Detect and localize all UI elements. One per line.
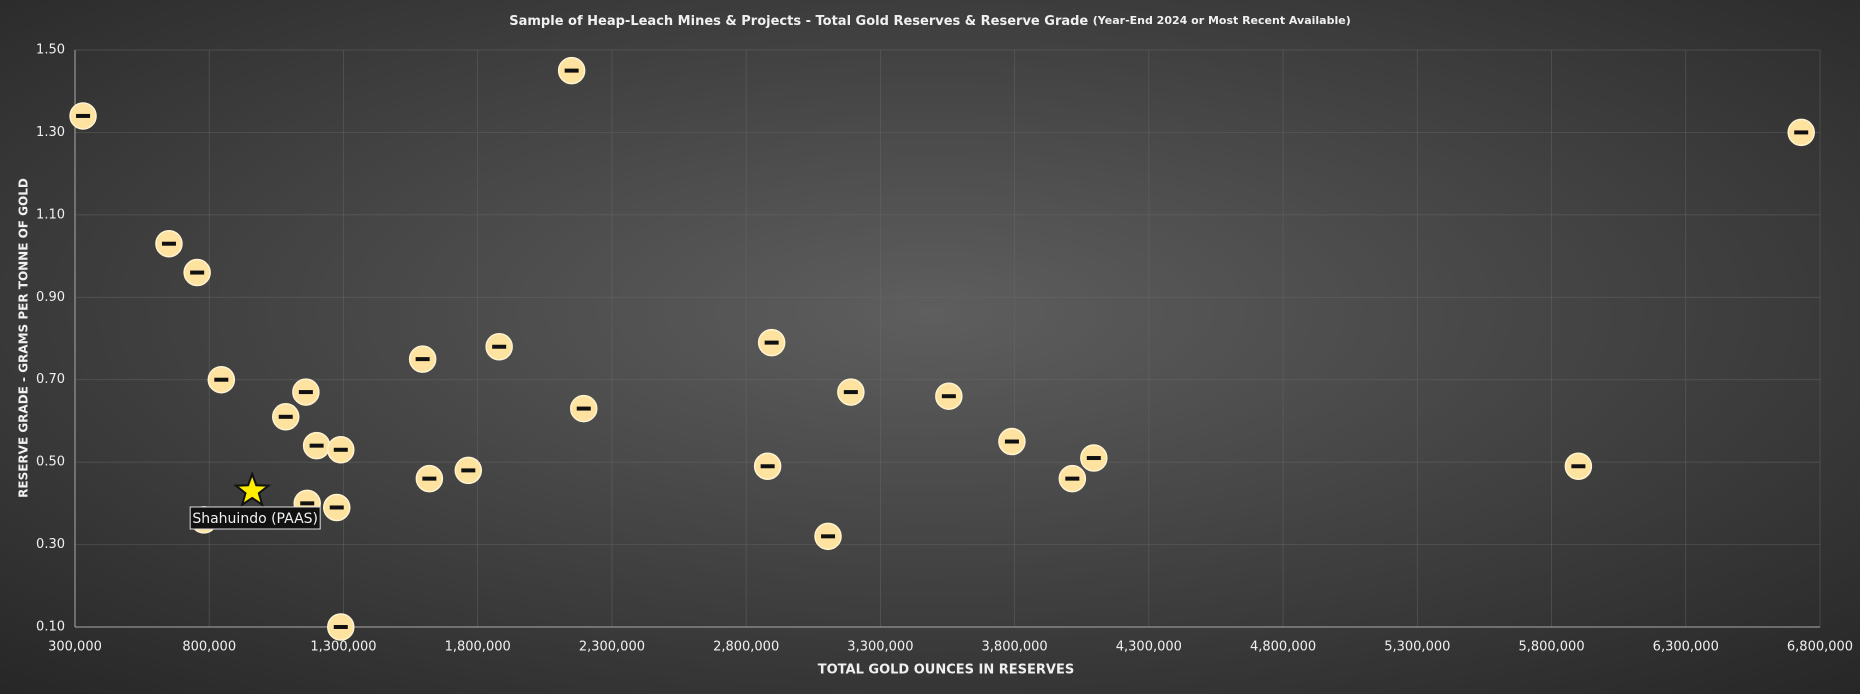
point-tag	[764, 340, 779, 345]
y-tick-label: 0.90	[36, 290, 65, 305]
highlight-star	[233, 471, 272, 508]
x-tick-label: 3,800,000	[982, 640, 1048, 655]
title: Sample of Heap-Leach Mines & Projects - …	[509, 14, 1088, 29]
x-tick-label: 4,800,000	[1250, 640, 1316, 655]
x-tick-label: 6,300,000	[1653, 640, 1719, 655]
y-tick-label: 0.70	[36, 372, 65, 387]
y-tick-label: 1.50	[36, 43, 65, 58]
point-tag	[76, 113, 91, 118]
x-tick-label: 2,800,000	[713, 640, 779, 655]
y-tick-label: 1.30	[36, 125, 65, 140]
y-tick-label: 0.50	[36, 455, 65, 470]
point-tag	[1004, 439, 1019, 444]
point-tag	[161, 241, 176, 246]
point-tag	[415, 357, 430, 362]
point-tag	[843, 390, 858, 395]
point-tag	[564, 68, 579, 73]
x-tick-label: 800,000	[182, 640, 236, 655]
point-tag	[1571, 464, 1586, 469]
x-tick-label: 2,300,000	[579, 640, 645, 655]
highlight-label: Shahuindo (PAAS)	[192, 511, 318, 527]
highlight-label-box	[189, 506, 321, 530]
point-tag	[333, 625, 348, 629]
point-tag	[1065, 476, 1080, 481]
point-tag	[1794, 130, 1809, 135]
x-tick-label: 5,800,000	[1518, 640, 1584, 655]
x-tick-label: 1,800,000	[445, 640, 511, 655]
x-axis-label: TOTAL GOLD OUNCES IN RESERVES	[818, 663, 1074, 678]
point-tag	[492, 344, 507, 349]
point-tag	[821, 534, 836, 539]
point-tag	[760, 464, 775, 469]
x-tick-label: 4,300,000	[1116, 640, 1182, 655]
point-tag	[300, 501, 315, 506]
point-tag	[333, 447, 348, 452]
point-tag	[941, 394, 956, 399]
subtitle: (Year-End 2024 or Most Recent Available)	[1093, 14, 1351, 27]
point-tag	[461, 468, 476, 473]
point-tag	[309, 443, 324, 448]
point-tag	[214, 377, 229, 382]
y-tick-label: 0.30	[36, 537, 65, 552]
point-tag	[329, 505, 344, 510]
x-tick-label: 6,800,000	[1787, 640, 1853, 655]
point-tag	[576, 406, 591, 411]
chart-title: Sample of Heap-Leach Mines & Projects - …	[509, 14, 1350, 29]
point-tag	[278, 414, 293, 419]
point-tag	[298, 390, 313, 395]
x-tick-label: 300,000	[48, 640, 102, 655]
x-tick-label: 1,300,000	[310, 640, 376, 655]
point-tag	[190, 270, 205, 275]
point-tag	[422, 476, 437, 481]
x-tick-label: 5,300,000	[1384, 640, 1450, 655]
y-tick-label: 0.10	[36, 620, 65, 635]
x-tick-label: 3,300,000	[847, 640, 913, 655]
y-axis-label: RESERVE GRADE - GRAMS PER TONNE OF GOLD	[17, 178, 31, 498]
point-tag	[1086, 456, 1101, 461]
y-tick-label: 1.10	[36, 207, 65, 222]
